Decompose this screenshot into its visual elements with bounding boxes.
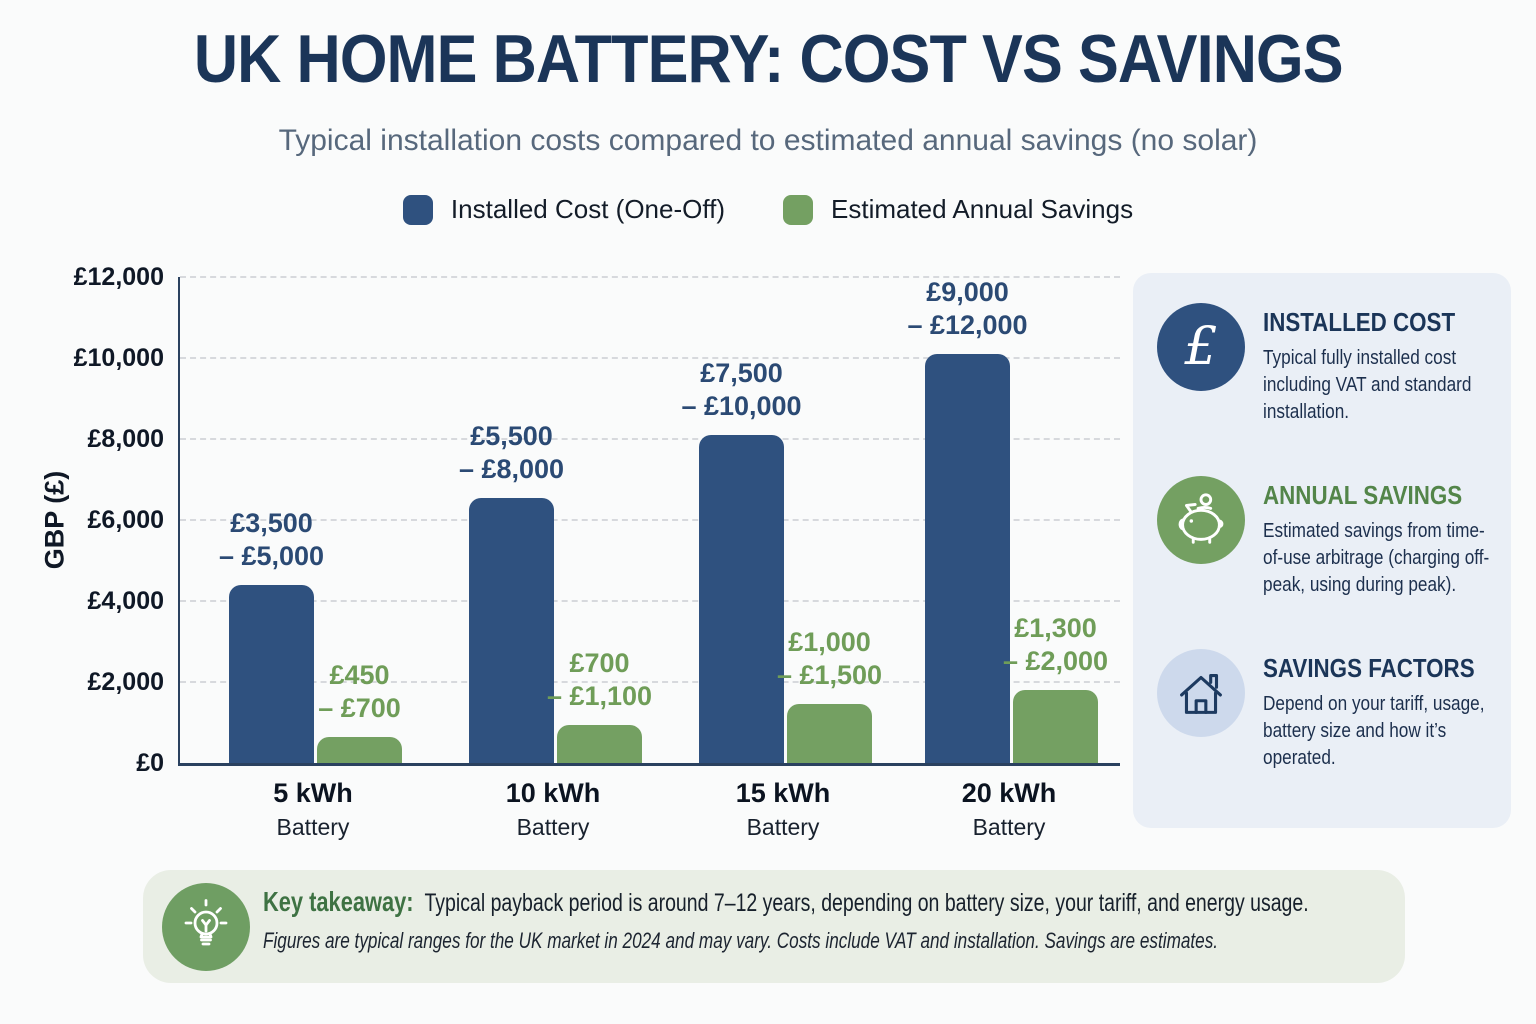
installed-cost-one-off-range-label-5-kwh: £3,500– £5,000 [218, 508, 325, 571]
estimated-annual-savings-bar-5-kwh [317, 737, 402, 763]
pound-icon: £ [1157, 303, 1245, 391]
installed-cost-one-off-range-label-10-kwh: £5,500– £8,000 [458, 421, 565, 484]
sidebar-item-installed-cost: £ INSTALLED COST Typical fully installed… [1157, 303, 1487, 426]
key-takeaway-panel: Key takeaway: Typical payback period is a… [143, 870, 1405, 983]
page-subtitle: Typical installation costs compared to e… [278, 124, 1258, 157]
estimated-annual-savings-range-label-20-kwh: £1,300– £2,000 [1002, 613, 1109, 676]
house-icon [1157, 649, 1245, 737]
y-tick-6-000: £6,000 [87, 506, 164, 534]
sidebar-body-annual-savings: Estimated savings from time-of-use arbit… [1263, 520, 1490, 596]
key-takeaway-line: Key takeaway: Typical payback period is a… [263, 886, 1405, 918]
sidebar-heading-installed-cost: INSTALLED COST [1263, 307, 1456, 337]
installed-cost-one-off-bar-5-kwh [229, 585, 314, 763]
sidebar-heading-savings-factors: SAVINGS FACTORS [1263, 653, 1475, 683]
x-axis-label-5-kwh: 5 kWh Battery [273, 778, 353, 840]
annual-savings-swatch-icon [783, 194, 813, 225]
gridline-6-000 [180, 519, 1120, 521]
estimated-annual-savings-bar-10-kwh [557, 725, 642, 763]
estimated-annual-savings-bar-15-kwh [787, 704, 872, 763]
gridline-10-000 [180, 357, 1120, 359]
legend-item-annual-savings: Estimated Annual Savings [783, 194, 1133, 225]
installed-cost-one-off-range-label-15-kwh: £7,500– £10,000 [681, 358, 802, 421]
estimated-annual-savings-range-label-15-kwh: £1,000– £1,500 [776, 627, 883, 690]
x-axis-label-10-kwh: 10 kWh Battery [505, 778, 601, 840]
legend-item-installed-cost: Installed Cost (One-Off) [402, 194, 725, 225]
gridline-4-000 [180, 600, 1120, 602]
installed-cost-one-off-range-label-20-kwh: £9,000– £12,000 [907, 277, 1028, 340]
installed-cost-one-off-bar-10-kwh [469, 498, 554, 763]
x-axis-labels: 5 kWh Battery 10 kWh Battery 15 kWh Battery 20… [178, 778, 1118, 868]
y-tick-8-000: £8,000 [87, 425, 164, 453]
y-tick-4-000: £4,000 [87, 587, 164, 615]
sidebar-body-savings-factors: Depend on your tariff, usage, battery si… [1263, 693, 1485, 769]
estimated-annual-savings-bar-20-kwh [1013, 690, 1098, 763]
sidebar-body-installed-cost: Typical fully installed cost including V… [1263, 347, 1472, 423]
page-title: UK HOME BATTERY: COST VS SAVINGS [0, 20, 1536, 98]
info-sidebar-panel: £ INSTALLED COST Typical fully installed… [1133, 273, 1511, 828]
gridline-8-000 [180, 438, 1120, 440]
y-tick-12-000: £12,000 [73, 263, 164, 291]
estimated-annual-savings-range-label-10-kwh: £700– £1,100 [546, 648, 653, 711]
y-tick-2-000: £2,000 [87, 668, 164, 696]
y-tick-0: £0 [136, 749, 164, 777]
pound-glyph: £ [1184, 317, 1218, 377]
gridline-2-000 [180, 681, 1120, 683]
bar-chart-plot-area: £0 £2,000 £4,000 £6,000 £8,000 £10,000 £12,000… [74, 263, 1120, 777]
installed-cost-swatch-icon [402, 194, 433, 225]
sidebar-item-savings-factors: SAVINGS FACTORS Depend on your tariff, u… [1157, 649, 1487, 772]
footnote-text: Figures are typical ranges for the UK ma… [263, 928, 1219, 953]
installed-cost-one-off-bar-20-kwh [925, 354, 1010, 763]
x-axis-label-20-kwh: 20 kWh Battery [961, 778, 1057, 840]
legend-label-annual-savings: Estimated Annual Savings [831, 194, 1134, 224]
key-takeaway-heading: Key takeaway: [263, 886, 414, 917]
gridline-12-000 [180, 276, 1120, 278]
chart-legend: Installed Cost (One-Off) Estimated Annua… [0, 194, 1536, 225]
lightbulb-icon [162, 883, 250, 971]
y-tick-10-000: £10,000 [73, 344, 164, 372]
estimated-annual-savings-range-label-5-kwh: £450– £700 [318, 660, 401, 723]
installed-cost-one-off-bar-15-kwh [699, 435, 784, 763]
sidebar-heading-annual-savings: ANNUAL SAVINGS [1263, 480, 1463, 510]
legend-label-installed-cost: Installed Cost (One-Off) [450, 194, 725, 224]
piggy-bank-icon [1157, 476, 1245, 564]
x-axis-label-15-kwh: 15 kWh Battery [735, 778, 831, 840]
page-title-text: UK HOME BATTERY: COST VS SAVINGS [193, 21, 1344, 97]
sidebar-item-annual-savings: ANNUAL SAVINGS Estimated savings from ti… [1157, 476, 1489, 599]
key-takeaway-text: Typical payback period is around 7–12 ye… [424, 889, 1309, 917]
